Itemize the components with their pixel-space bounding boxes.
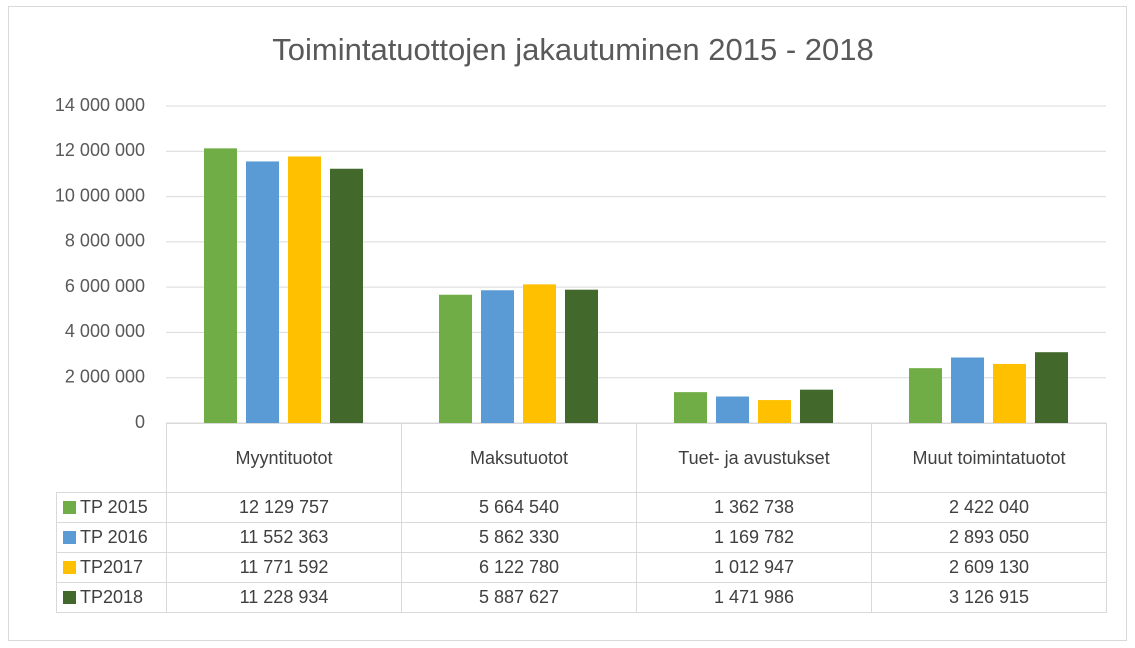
value-label: 1 012 947 [636,552,872,583]
chart-title: Toimintatuottojen jakautuminen 2015 - 20… [272,32,873,67]
value-label: 6 122 780 [401,552,637,583]
legend-swatch [63,591,76,604]
table-row: TP2018 11 228 934 5 887 627 1 471 986 3 126 … [56,582,1107,613]
y-tick-label: 6 000 000 [65,276,145,296]
bar [523,284,556,423]
value-label: 12 129 757 [166,492,402,523]
y-tick-label: 14 000 000 [55,95,145,115]
bar [674,392,707,423]
value-label: 5 664 540 [401,492,637,523]
table-row: TP2017 11 771 592 6 122 780 1 012 947 2 609 … [56,552,1107,583]
y-tick-label: 10 000 000 [55,185,145,205]
table-row: TP 2016 11 552 363 5 862 330 1 169 782 2 893… [56,522,1107,553]
category-label: Myyntituotot [166,423,402,493]
category-label: Muut toimintatuotot [871,423,1107,493]
value-label: 1 471 986 [636,582,872,613]
category-label: Tuet- ja avustukset [636,423,872,493]
bar [481,290,514,423]
bar [204,148,237,423]
legend-cell: TP2018 [56,582,167,613]
legend-cell: TP2017 [56,552,167,583]
value-label: 2 609 130 [871,552,1107,583]
legend-swatch [63,531,76,544]
bar [330,168,363,423]
bar [716,396,749,423]
legend-label: TP 2016 [80,527,148,547]
legend-swatch [63,561,76,574]
legend-cell: TP 2016 [56,522,167,553]
y-tick-label: 12 000 000 [55,140,145,160]
value-label: 5 887 627 [401,582,637,613]
bar [288,156,321,423]
value-label: 11 771 592 [166,552,402,583]
y-tick-label: 2 000 000 [65,366,145,386]
value-label: 2 893 050 [871,522,1107,553]
bar [993,363,1026,423]
bar [439,294,472,423]
category-label: Maksutuotot [401,423,637,493]
legend-label: TP 2015 [80,497,148,517]
value-label: 3 126 915 [871,582,1107,613]
bar [1035,352,1068,423]
bar [246,161,279,423]
value-label: 1 362 738 [636,492,872,523]
table-header-row: Myyntituotot Maksutuotot Tuet- ja avustuks… [56,423,1107,493]
bar [565,289,598,423]
bar [758,400,791,423]
y-tick-label: 4 000 000 [65,321,145,341]
bar [951,357,984,423]
table-corner [56,423,167,493]
value-label: 1 169 782 [636,522,872,553]
y-tick-label: 0 [135,412,145,432]
bar [909,368,942,423]
bar [800,389,833,423]
value-label: 11 228 934 [166,582,402,613]
legend-cell: TP 2015 [56,492,167,523]
legend-label: TP2018 [80,587,144,607]
value-label: 5 862 330 [401,522,637,553]
value-label: 11 552 363 [166,522,402,553]
table-row: TP 2015 12 129 757 5 664 540 1 362 738 2 422… [56,492,1107,523]
value-label: 2 422 040 [871,492,1107,523]
y-tick-label: 8 000 000 [65,231,145,251]
legend-swatch [63,501,76,514]
data-table: Myyntituotot Maksutuotot Tuet- ja avustuks… [56,423,1107,613]
legend-label: TP2017 [80,557,144,577]
